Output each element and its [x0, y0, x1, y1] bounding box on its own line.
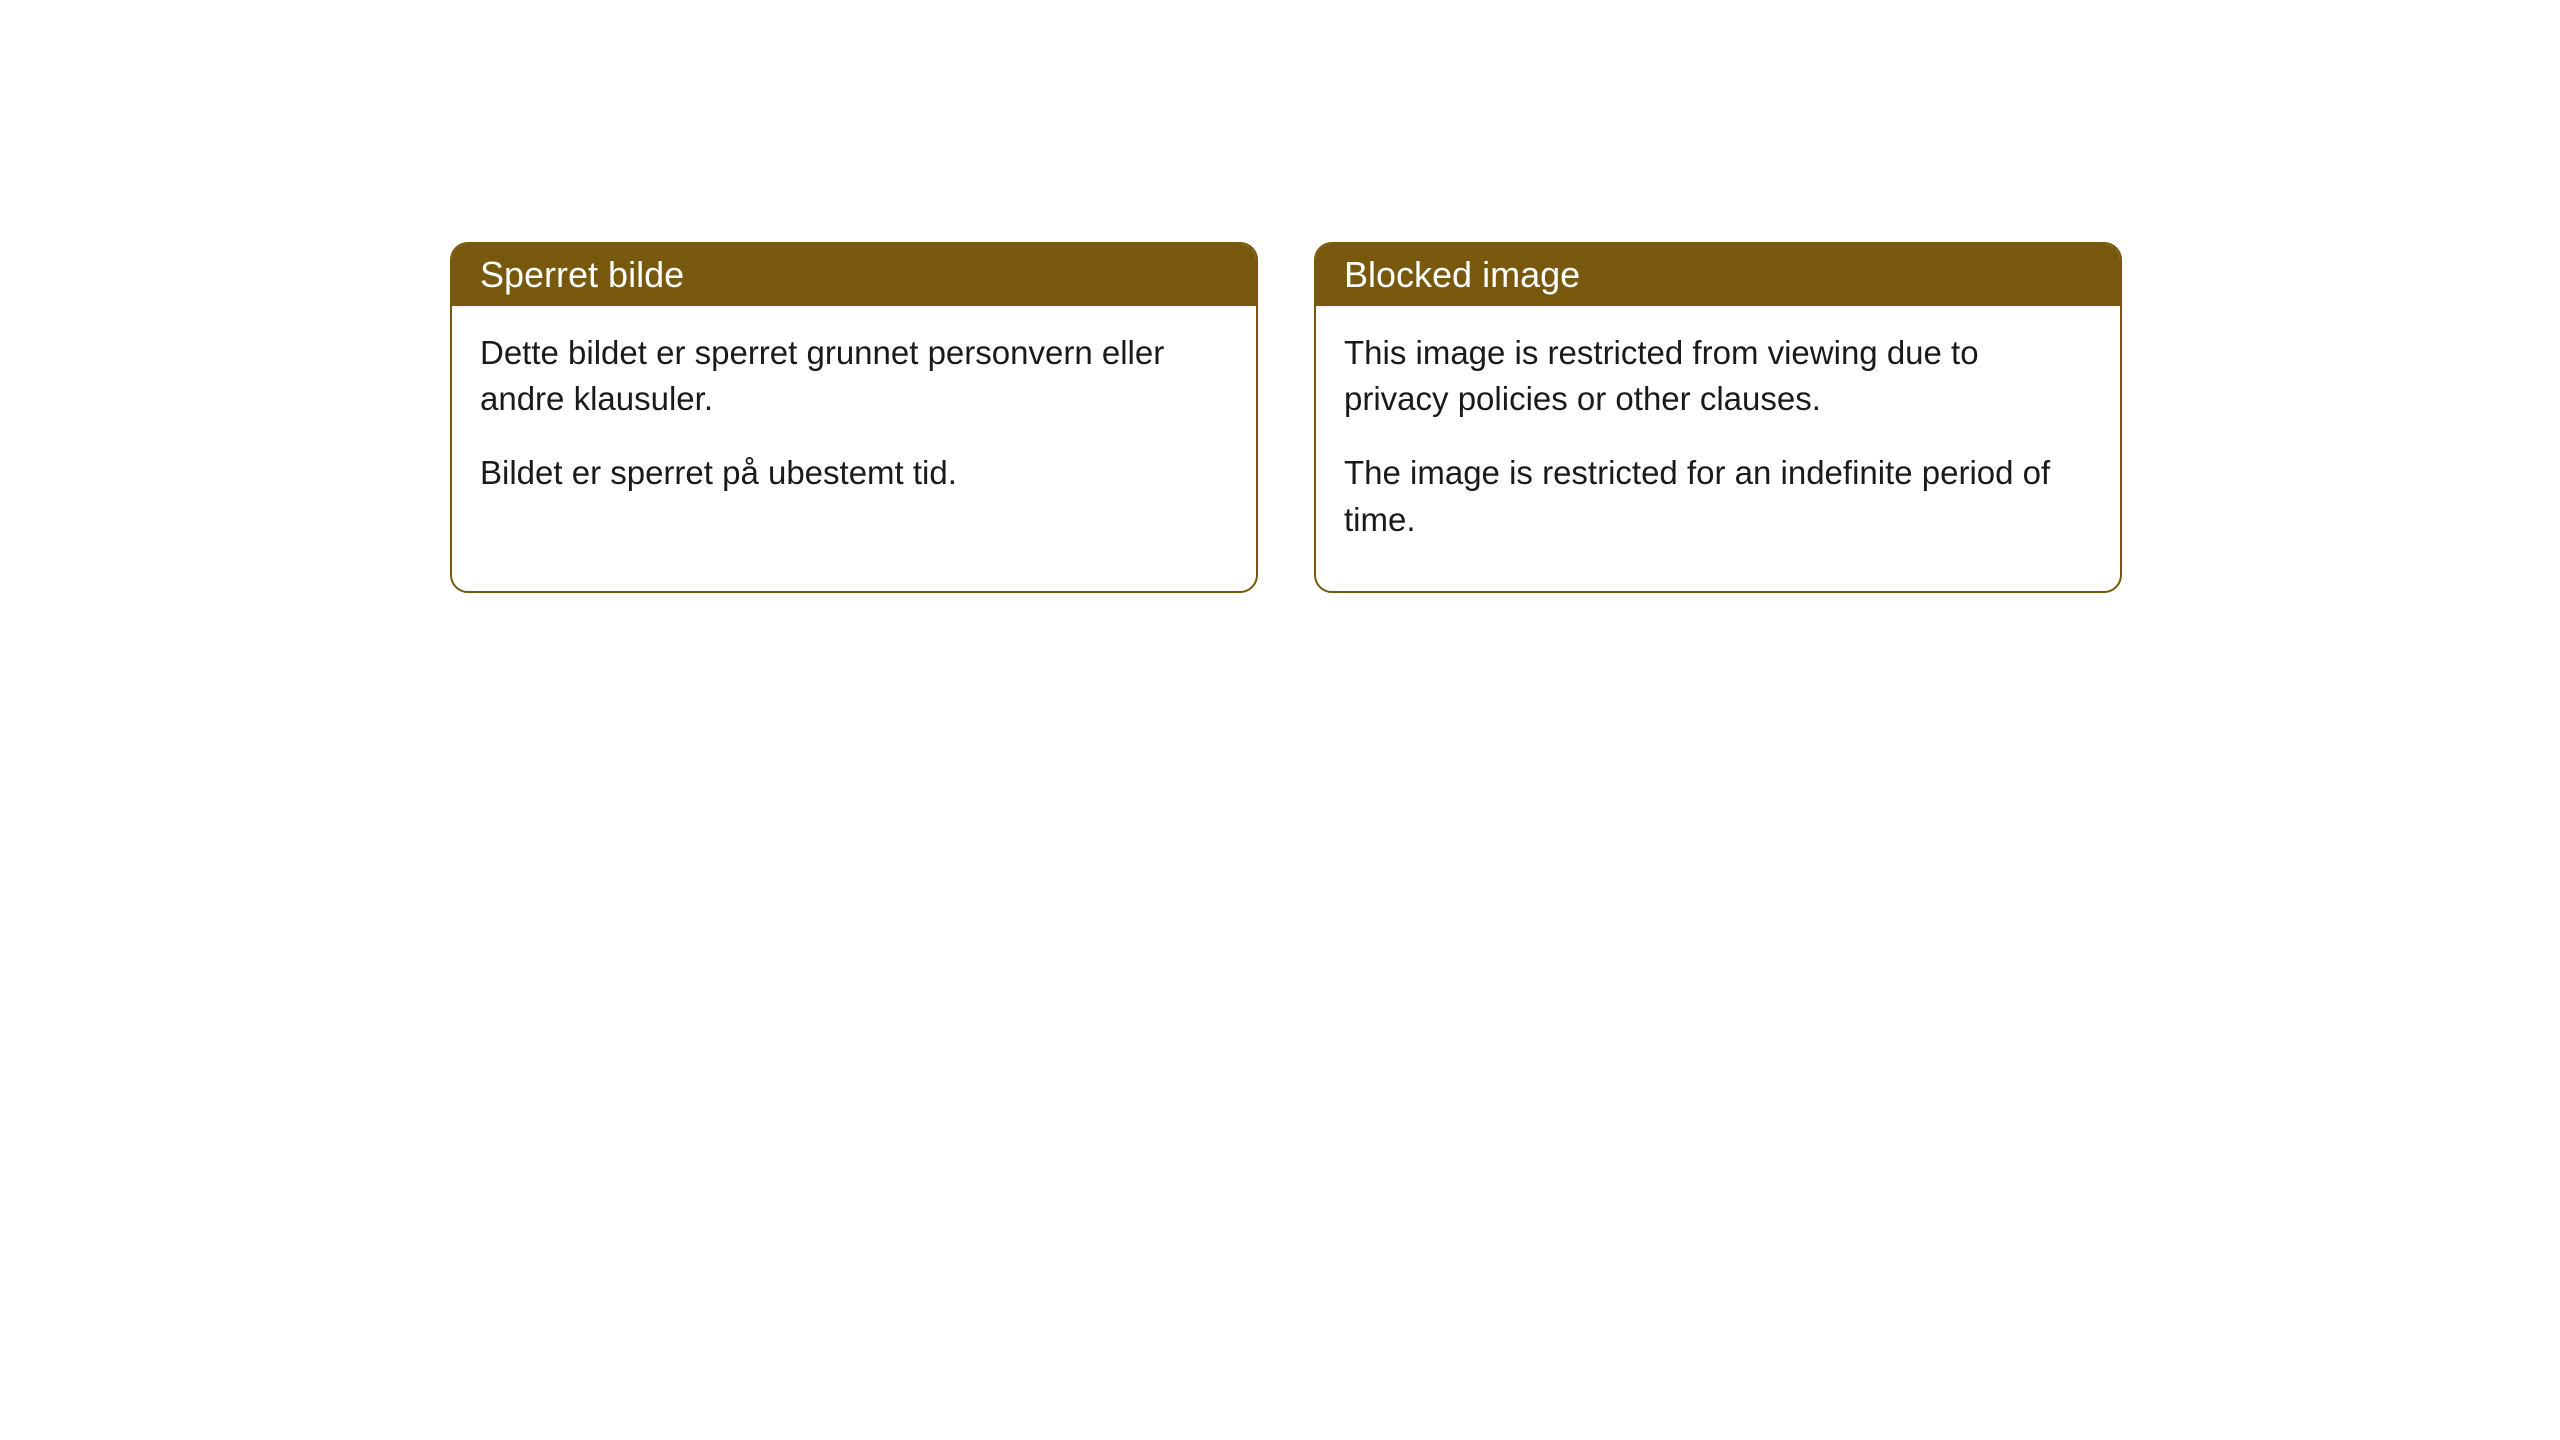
card-english: Blocked image This image is restricted f…	[1314, 242, 2122, 593]
card-header-english: Blocked image	[1316, 244, 2120, 306]
card-header-norwegian: Sperret bilde	[452, 244, 1256, 306]
card-title-norwegian: Sperret bilde	[480, 254, 684, 295]
card-body-norwegian: Dette bildet er sperret grunnet personve…	[452, 306, 1256, 545]
card-text-norwegian-2: Bildet er sperret på ubestemt tid.	[480, 450, 1228, 496]
card-text-english-1: This image is restricted from viewing du…	[1344, 330, 2092, 422]
card-body-english: This image is restricted from viewing du…	[1316, 306, 2120, 591]
card-text-norwegian-1: Dette bildet er sperret grunnet personve…	[480, 330, 1228, 422]
card-text-english-2: The image is restricted for an indefinit…	[1344, 450, 2092, 542]
cards-container: Sperret bilde Dette bildet er sperret gr…	[450, 242, 2122, 593]
card-title-english: Blocked image	[1344, 254, 1580, 295]
card-norwegian: Sperret bilde Dette bildet er sperret gr…	[450, 242, 1258, 593]
